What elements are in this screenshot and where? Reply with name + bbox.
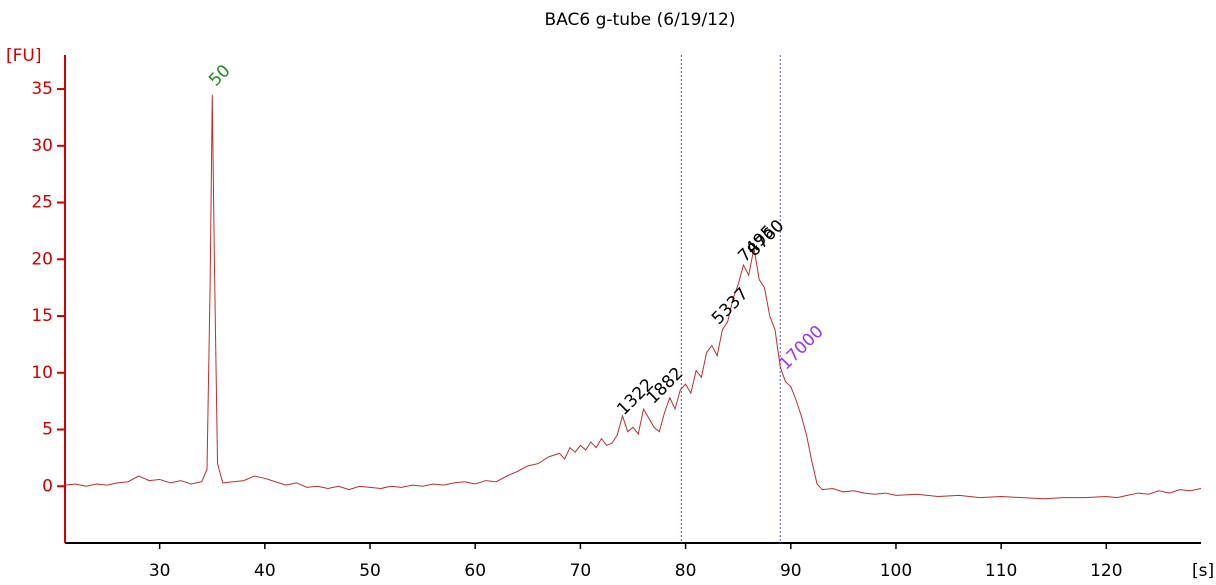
- y-tick-label: 20: [31, 249, 53, 269]
- trace-line: [64, 94, 1202, 500]
- y-tick-label: 10: [31, 363, 53, 383]
- x-tick-label: 90: [780, 561, 802, 581]
- peak-label: 50: [205, 61, 234, 90]
- y-axis-label: [FU]: [6, 46, 42, 66]
- x-tick-label: 70: [570, 561, 592, 581]
- y-tick-label: 35: [31, 79, 53, 99]
- x-tick-label: 60: [464, 561, 486, 581]
- x-tick-label: 100: [880, 561, 912, 581]
- peak-label: 5337: [708, 284, 753, 329]
- y-tick-label: 25: [31, 193, 53, 213]
- y-tick-label: 5: [42, 420, 53, 440]
- peak-label: 17000: [775, 322, 827, 374]
- x-tick-label: 50: [359, 561, 381, 581]
- x-tick-label: 80: [675, 561, 697, 581]
- x-tick-label: 30: [149, 561, 171, 581]
- x-axis-label: [s]: [1192, 561, 1214, 581]
- y-tick-label: 30: [31, 136, 53, 156]
- x-tick-label: 110: [985, 561, 1017, 581]
- x-tick-label: 40: [254, 561, 276, 581]
- y-tick-label: 0: [42, 476, 53, 496]
- y-tick-label: 15: [31, 306, 53, 326]
- x-tick-label: 120: [1090, 561, 1122, 581]
- chart-title: BAC6 g-tube (6/19/12): [545, 10, 736, 30]
